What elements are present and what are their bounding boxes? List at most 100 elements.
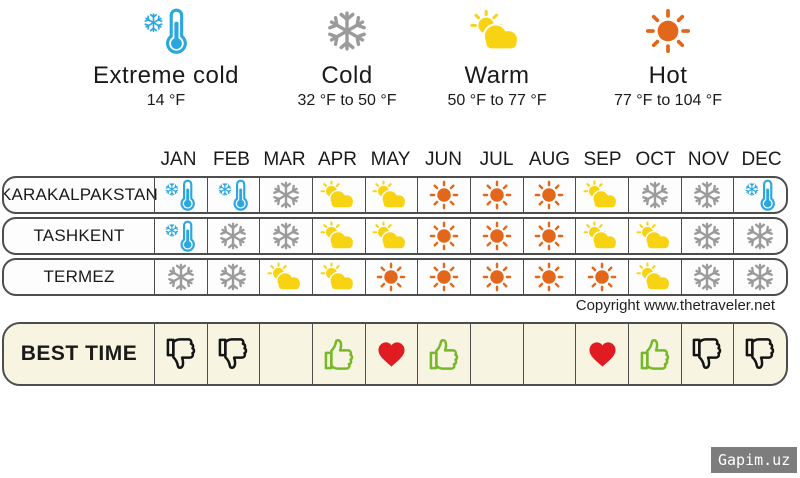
warm-icon — [635, 261, 674, 293]
cell-tashkent-nov — [680, 219, 734, 253]
cell-termez-dec — [733, 260, 786, 294]
cell-karakalpakstan-apr — [312, 178, 365, 212]
cell-tashkent-jun — [417, 219, 470, 253]
month-header-jul: JUL — [479, 149, 514, 170]
cell-karakalpakstan-mar — [259, 178, 312, 212]
best-time-row: BEST TIME — [2, 322, 788, 386]
thumbs-up-icon — [637, 336, 673, 372]
cell-karakalpakstan-feb — [206, 178, 260, 212]
thumbs-down-icon — [742, 336, 778, 372]
cell-karakalpakstan-aug — [522, 178, 576, 212]
best-time-cell-oct — [628, 324, 681, 384]
cold-icon — [166, 262, 196, 292]
legend-label: Extreme cold — [92, 62, 240, 89]
sun-icon — [558, 5, 778, 57]
warm-icon — [319, 261, 358, 293]
best-time-cell-jul — [470, 324, 523, 384]
cold-icon — [271, 221, 301, 251]
row-label-tashkent: TASHKENT — [33, 226, 125, 245]
cell-tashkent-jan — [154, 219, 207, 253]
legend-label: Hot — [648, 62, 688, 89]
legend-label: Warm — [464, 62, 530, 89]
month-header-aug: AUG — [528, 149, 571, 170]
cell-tashkent-sep — [575, 219, 628, 253]
cell-termez-nov — [680, 260, 734, 294]
thumbs-up-icon — [321, 336, 357, 372]
hot-icon — [534, 180, 564, 210]
cell-karakalpakstan-dec — [733, 178, 786, 212]
thumbs-up-icon — [426, 336, 462, 372]
best-time-cell-jun — [417, 324, 470, 384]
legend-range: 77 °F to 104 °F — [614, 92, 722, 109]
hot-icon — [429, 262, 459, 292]
cold-icon — [271, 180, 301, 210]
cell-tashkent-jul — [470, 219, 523, 253]
hot-icon — [482, 221, 512, 251]
best-time-cell-jan — [154, 324, 207, 384]
best-time-cell-dec — [733, 324, 786, 384]
warm-icon — [635, 220, 674, 252]
heart-icon — [376, 340, 407, 369]
legend-item-hot: Hot 77 °F to 104 °F — [558, 5, 778, 110]
cold-icon — [692, 221, 722, 251]
hot-icon — [534, 221, 564, 251]
cell-termez-jan — [154, 260, 207, 294]
hot-icon — [482, 262, 512, 292]
legend-range: 32 °F to 50 °F — [297, 92, 397, 109]
cold-icon — [692, 180, 722, 210]
cold-icon — [218, 262, 248, 292]
region-row-termez: TERMEZ — [2, 258, 788, 296]
extreme-cold-icon — [164, 220, 197, 252]
month-header-spacer — [2, 147, 152, 173]
month-header-apr: APR — [317, 149, 358, 170]
warm-icon — [267, 261, 305, 293]
best-time-label: BEST TIME — [20, 342, 138, 365]
cell-tashkent-aug — [522, 219, 576, 253]
legend-range: 50 °F to 77 °F — [447, 92, 547, 109]
cell-termez-jun — [417, 260, 470, 294]
hot-icon — [482, 180, 512, 210]
warm-icon — [319, 220, 358, 252]
cold-icon — [745, 262, 775, 292]
cell-termez-apr — [312, 260, 365, 294]
month-header-feb: FEB — [213, 149, 250, 170]
cold-icon — [745, 221, 775, 251]
month-header-jan: JAN — [160, 149, 197, 170]
cell-termez-sep — [575, 260, 628, 294]
watermark-badge: Gapim.uz — [711, 447, 798, 473]
month-header-mar: MAR — [263, 149, 306, 170]
month-header-sep: SEP — [583, 149, 622, 170]
thumbs-down-icon — [215, 336, 251, 372]
extreme-cold-icon — [744, 179, 777, 211]
warm-icon — [583, 179, 621, 211]
legend-item-warm: Warm 50 °F to 77 °F — [387, 5, 607, 110]
cell-termez-feb — [206, 260, 260, 294]
cell-karakalpakstan-oct — [628, 178, 681, 212]
cold-icon — [692, 262, 722, 292]
row-label-karakalpakstan: KARAKALPAKSTAN — [2, 185, 159, 204]
copyright-text: Copyright www.thetraveler.net — [575, 297, 775, 314]
extreme-cold-icon — [217, 179, 250, 211]
best-time-cell-nov — [680, 324, 734, 384]
legend-item-cold: Cold 32 °F to 50 °F — [237, 5, 457, 110]
cell-karakalpakstan-jan — [154, 178, 207, 212]
hot-icon — [534, 262, 564, 292]
legend-item-extreme-cold: Extreme cold 14 °F — [56, 5, 276, 110]
cell-tashkent-mar — [259, 219, 312, 253]
cell-karakalpakstan-sep — [575, 178, 628, 212]
warm-icon — [372, 220, 410, 252]
heart-icon — [587, 340, 618, 369]
cell-tashkent-dec — [733, 219, 786, 253]
legend-range: 14 °F — [146, 92, 186, 109]
cold-icon — [218, 221, 248, 251]
best-time-cell-aug — [522, 324, 576, 384]
warm-icon — [372, 179, 410, 211]
cold-icon — [640, 180, 670, 210]
cell-tashkent-feb — [206, 219, 260, 253]
month-header-dec: DEC — [741, 149, 782, 170]
cell-tashkent-may — [364, 219, 418, 253]
hot-icon — [429, 180, 459, 210]
month-header-oct: OCT — [635, 149, 676, 170]
cell-termez-mar — [259, 260, 312, 294]
